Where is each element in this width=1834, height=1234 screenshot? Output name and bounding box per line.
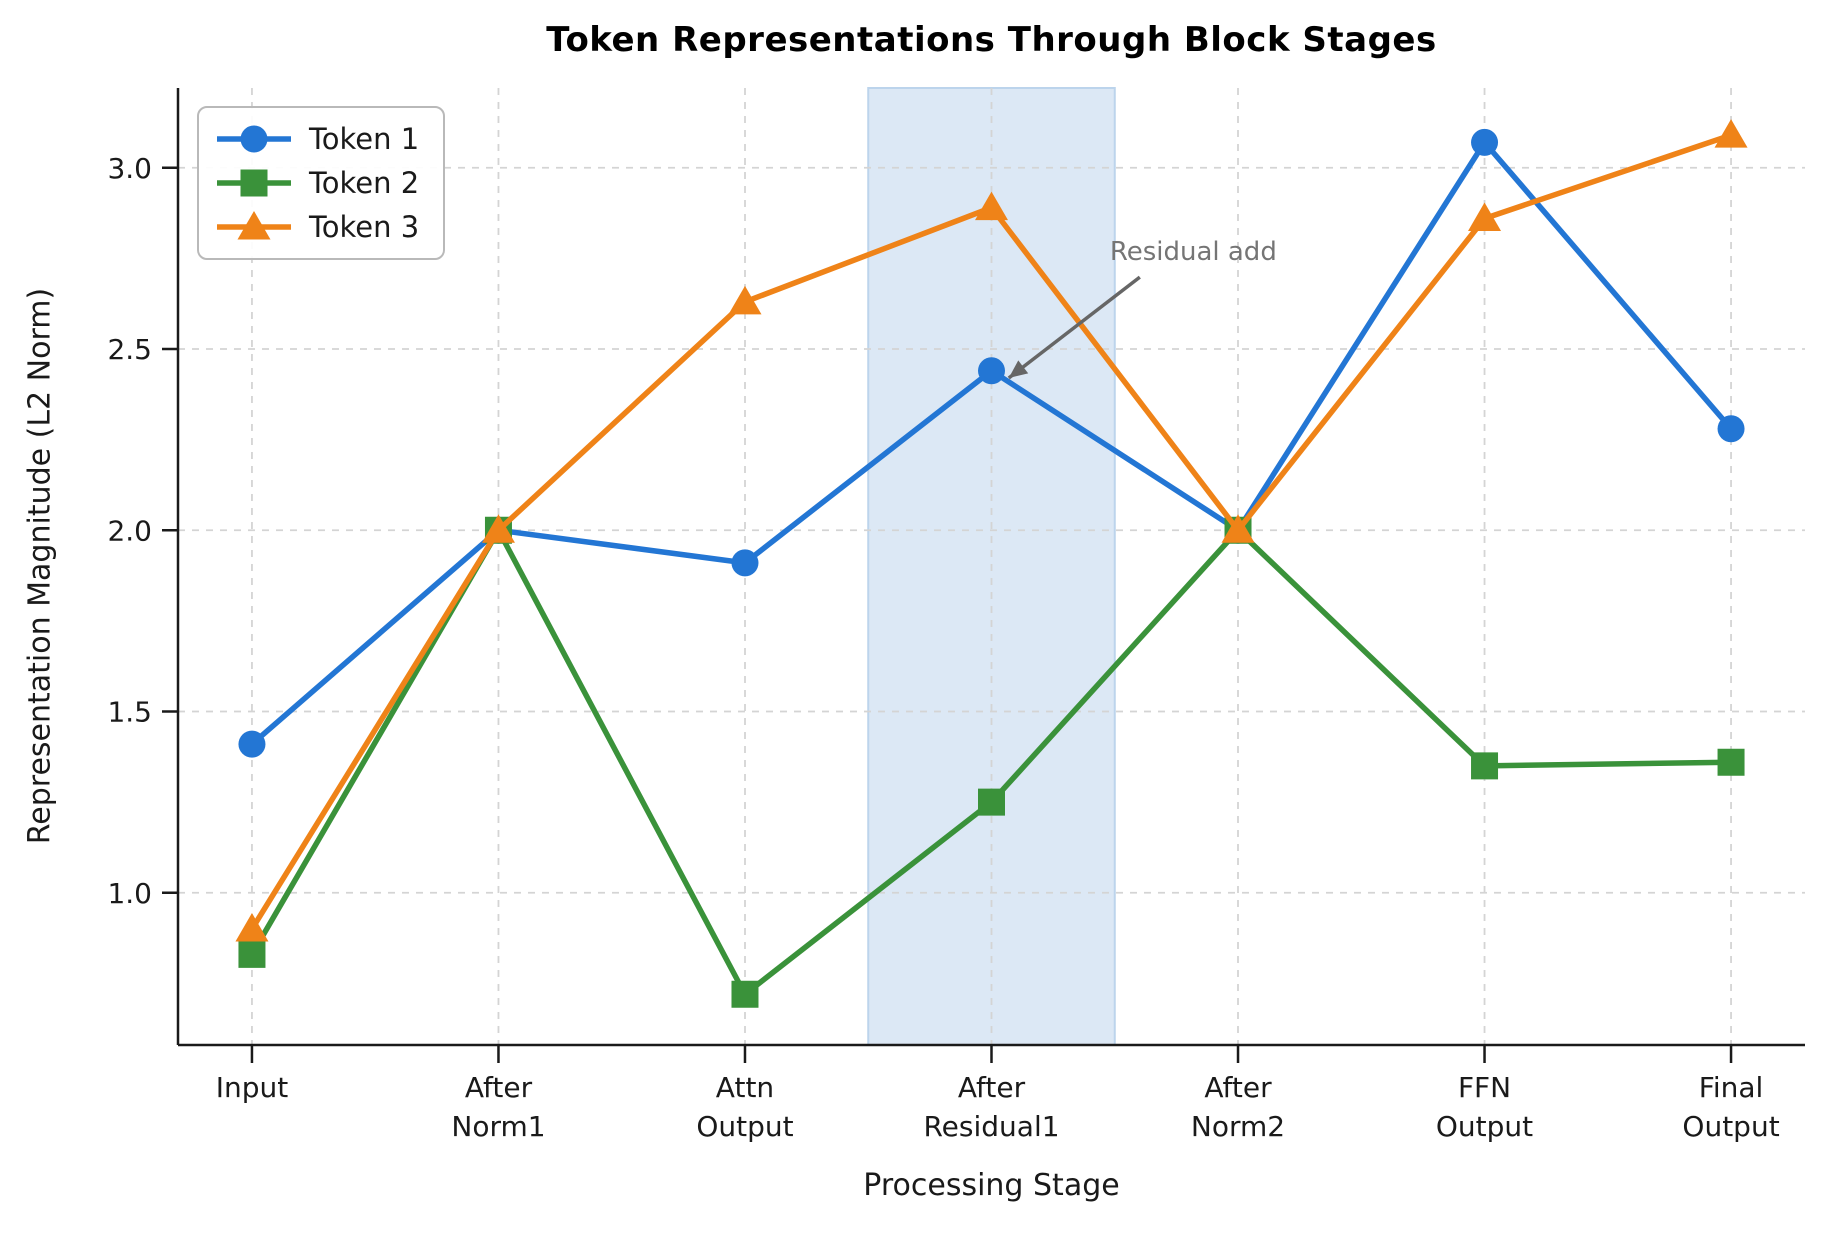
circle-marker-icon: [217, 125, 291, 153]
y-tick-label: 2.0: [107, 514, 152, 547]
x-tick-label: Norm2: [1191, 1110, 1285, 1143]
y-tick-label: 3.0: [107, 152, 152, 185]
x-axis-label: Processing Stage: [863, 1168, 1120, 1203]
data-point-marker: [731, 980, 759, 1008]
legend-label: Token 1: [309, 121, 420, 156]
x-tick-label: Output: [696, 1110, 793, 1143]
data-point-marker: [728, 285, 762, 315]
data-point-marker: [1717, 748, 1745, 776]
x-tick-label: After: [958, 1071, 1026, 1104]
data-point-marker: [1471, 128, 1499, 156]
data-point-marker: [1468, 202, 1502, 231]
y-tick-label: 1.5: [107, 696, 152, 729]
annotation-arrow: [1007, 275, 1141, 380]
x-tick-label: Residual1: [923, 1110, 1059, 1143]
annotation-arrowhead: [1008, 360, 1029, 378]
data-point-marker: [978, 788, 1005, 816]
y-axis-label: Representation Magnitude (L2 Norm): [22, 287, 58, 845]
y-tick-label: 1.0: [107, 877, 152, 910]
legend: Token 1 Token 2 Token 3: [197, 106, 446, 260]
chart-title: Token Representations Through Block Stag…: [546, 20, 1437, 60]
data-point-marker: [1714, 119, 1748, 148]
x-tick-label: Output: [1436, 1110, 1533, 1143]
legend-item-token-2: Token 2: [215, 166, 419, 200]
data-point-marker: [235, 913, 269, 942]
x-tick-label: Input: [216, 1071, 289, 1104]
data-point-marker: [1221, 514, 1255, 543]
square-marker-icon: [217, 169, 291, 197]
legend-label: Token 3: [309, 209, 420, 244]
x-tick-label: Output: [1682, 1110, 1779, 1143]
data-point-marker: [975, 191, 1008, 221]
data-point-marker: [481, 514, 515, 543]
x-tick-label: Final: [1699, 1071, 1764, 1104]
annotation-residual-add: Residual add: [1110, 237, 1277, 267]
x-tick-label: After: [465, 1071, 533, 1104]
triangle-marker-icon: [217, 211, 291, 240]
data-point-marker: [238, 730, 266, 758]
data-point-marker: [238, 940, 266, 968]
legend-label: Token 2: [309, 165, 420, 200]
legend-item-token-3: Token 3: [215, 210, 419, 244]
data-point-marker: [1471, 752, 1499, 780]
data-point-marker: [731, 549, 759, 577]
data-point-marker: [1717, 415, 1745, 443]
data-point-marker: [978, 357, 1005, 385]
x-tick-label: After: [1204, 1071, 1272, 1104]
y-tick-label: 2.5: [107, 333, 152, 366]
x-tick-label: FFN: [1458, 1071, 1511, 1104]
x-tick-label: Attn: [716, 1071, 774, 1104]
legend-item-token-1: Token 1: [215, 122, 419, 156]
x-tick-label: Norm1: [451, 1110, 545, 1143]
